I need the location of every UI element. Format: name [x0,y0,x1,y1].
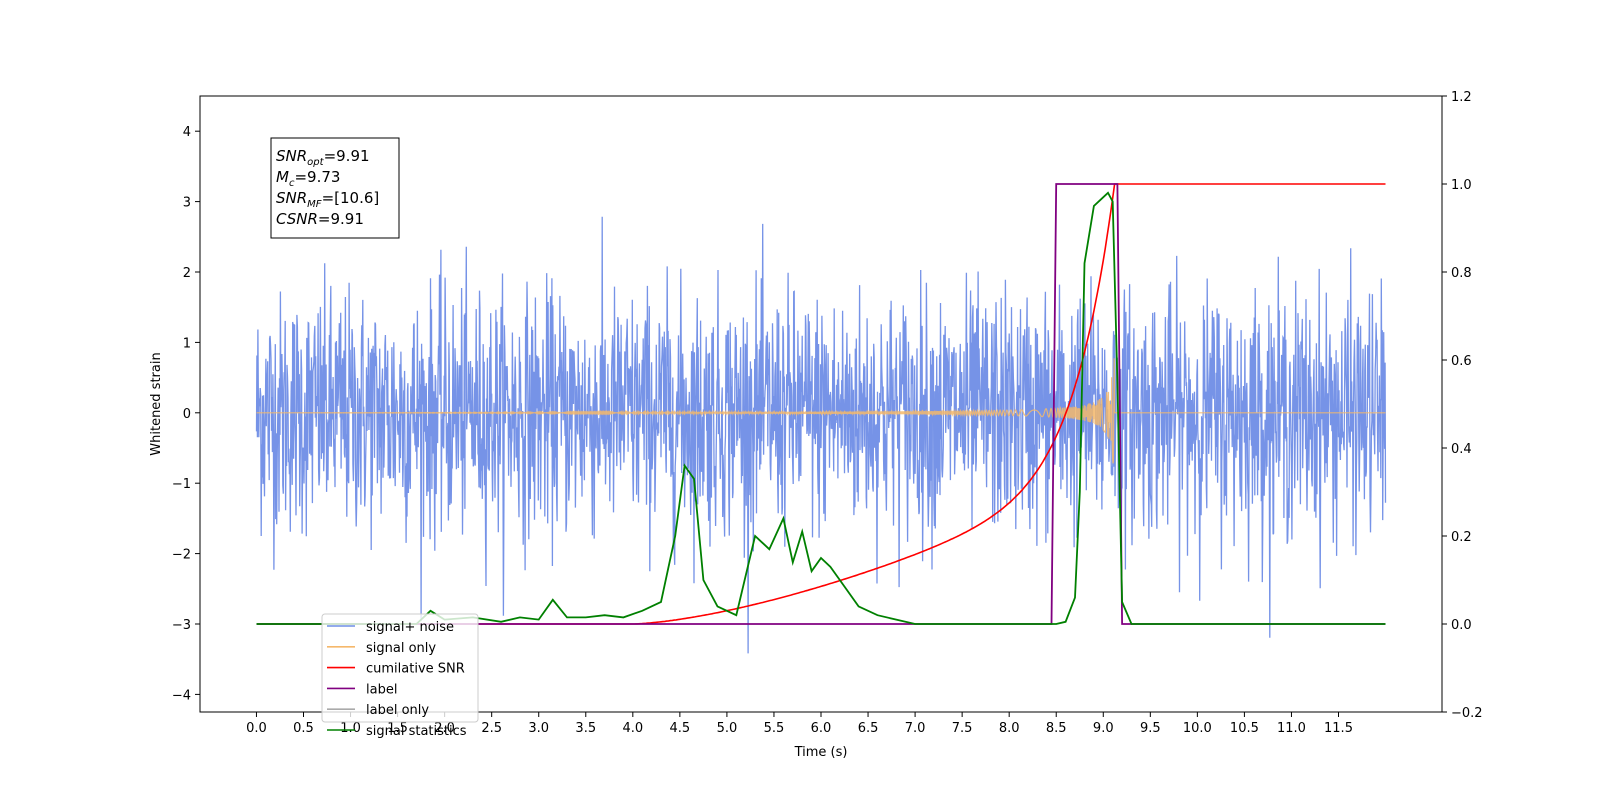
series-signal-noise [255,216,1387,654]
y-right-tick-label: −0.2 [1451,706,1483,721]
y-right-tick-label: 0.2 [1451,530,1472,545]
legend-label: signal statistics [366,724,467,739]
x-tick-label: 11.5 [1324,721,1353,736]
x-tick-label: 7.0 [905,721,926,736]
x-tick-label: 7.5 [952,721,973,736]
legend-label: label [366,682,397,697]
x-tick-label: 6.5 [858,721,879,736]
x-tick-label: 8.5 [1046,721,1067,736]
x-tick-label: 9.0 [1093,721,1114,736]
x-tick-label: 4.5 [670,721,691,736]
y-right-tick-label: 1.2 [1451,90,1472,105]
legend-label: label only [366,703,429,718]
x-tick-label: 1.5 [387,721,408,736]
x-tick-label: 5.5 [764,721,785,736]
info-box-frame [270,137,400,239]
y-left-tick-label: 1 [183,336,191,351]
legend-label: cumilative SNR [366,662,465,677]
y-left-tick-label: 3 [183,196,191,211]
x-tick-label: 8.0 [999,721,1020,736]
x-tick-label: 0.5 [293,721,314,736]
legend-frame [321,613,479,723]
x-tick-label: 2.0 [434,721,455,736]
x-tick-label: 3.0 [528,721,549,736]
x-tick-label: 4.0 [622,721,643,736]
x-tick-label: 1.0 [340,721,361,736]
series-signal-only [256,358,1386,464]
y-right-tick-label: 1.0 [1451,178,1472,193]
y-axis-left: −4 −3 −2 −1 0 1 2 3 4 [172,125,200,703]
x-tick-label: 9.5 [1140,721,1161,736]
x-tick-label: 3.5 [575,721,596,736]
y-axis-right: −0.2 0.0 0.2 0.4 0.6 0.8 1.0 1.2 [1442,90,1483,721]
y-right-tick-label: 0.8 [1451,266,1472,281]
legend-label: signal only [366,641,436,656]
x-axis: 0.0 0.5 1.0 1.5 2.0 2.5 3.0 3.5 4.0 4.5 5.0 5.5 6.0 6… [246,712,1353,736]
x-tick-label: 10.0 [1183,721,1212,736]
y-axis-label: Whitened strain [149,352,164,455]
info-line: SNRMF=[10.6] [276,189,379,210]
y-left-tick-label: 4 [183,125,191,140]
y-right-tick-label: 0.0 [1451,618,1472,633]
info-line: CSNR=9.91 [276,210,364,228]
y-right-tick-label: 0.6 [1451,354,1472,369]
y-left-tick-label: −1 [172,477,191,492]
y-left-tick-label: −4 [172,688,191,703]
y-left-tick-label: −2 [172,548,191,563]
series-signal-statistics [256,191,1386,625]
x-axis-label: Time (s) [794,745,848,760]
info-line: Mc=9.73 [276,168,340,189]
y-left-tick-label: −3 [172,618,191,633]
series-layer [255,183,1387,654]
legend-label: signal+ noise [366,620,454,635]
y-left-tick-label: 2 [183,266,191,281]
x-tick-label: 2.5 [481,721,502,736]
y-left-tick-label: 0 [183,407,191,422]
x-tick-label: 10.5 [1230,721,1259,736]
y-right-tick-label: 0.4 [1451,442,1472,457]
x-tick-label: 5.0 [717,721,738,736]
legend: signal+ noise signal only cumilative SNR la… [321,613,479,739]
x-tick-label: 0.0 [246,721,267,736]
info-line: SNRopt=9.91 [276,147,370,168]
x-tick-label: 6.0 [811,721,832,736]
x-tick-label: 11.0 [1277,721,1306,736]
